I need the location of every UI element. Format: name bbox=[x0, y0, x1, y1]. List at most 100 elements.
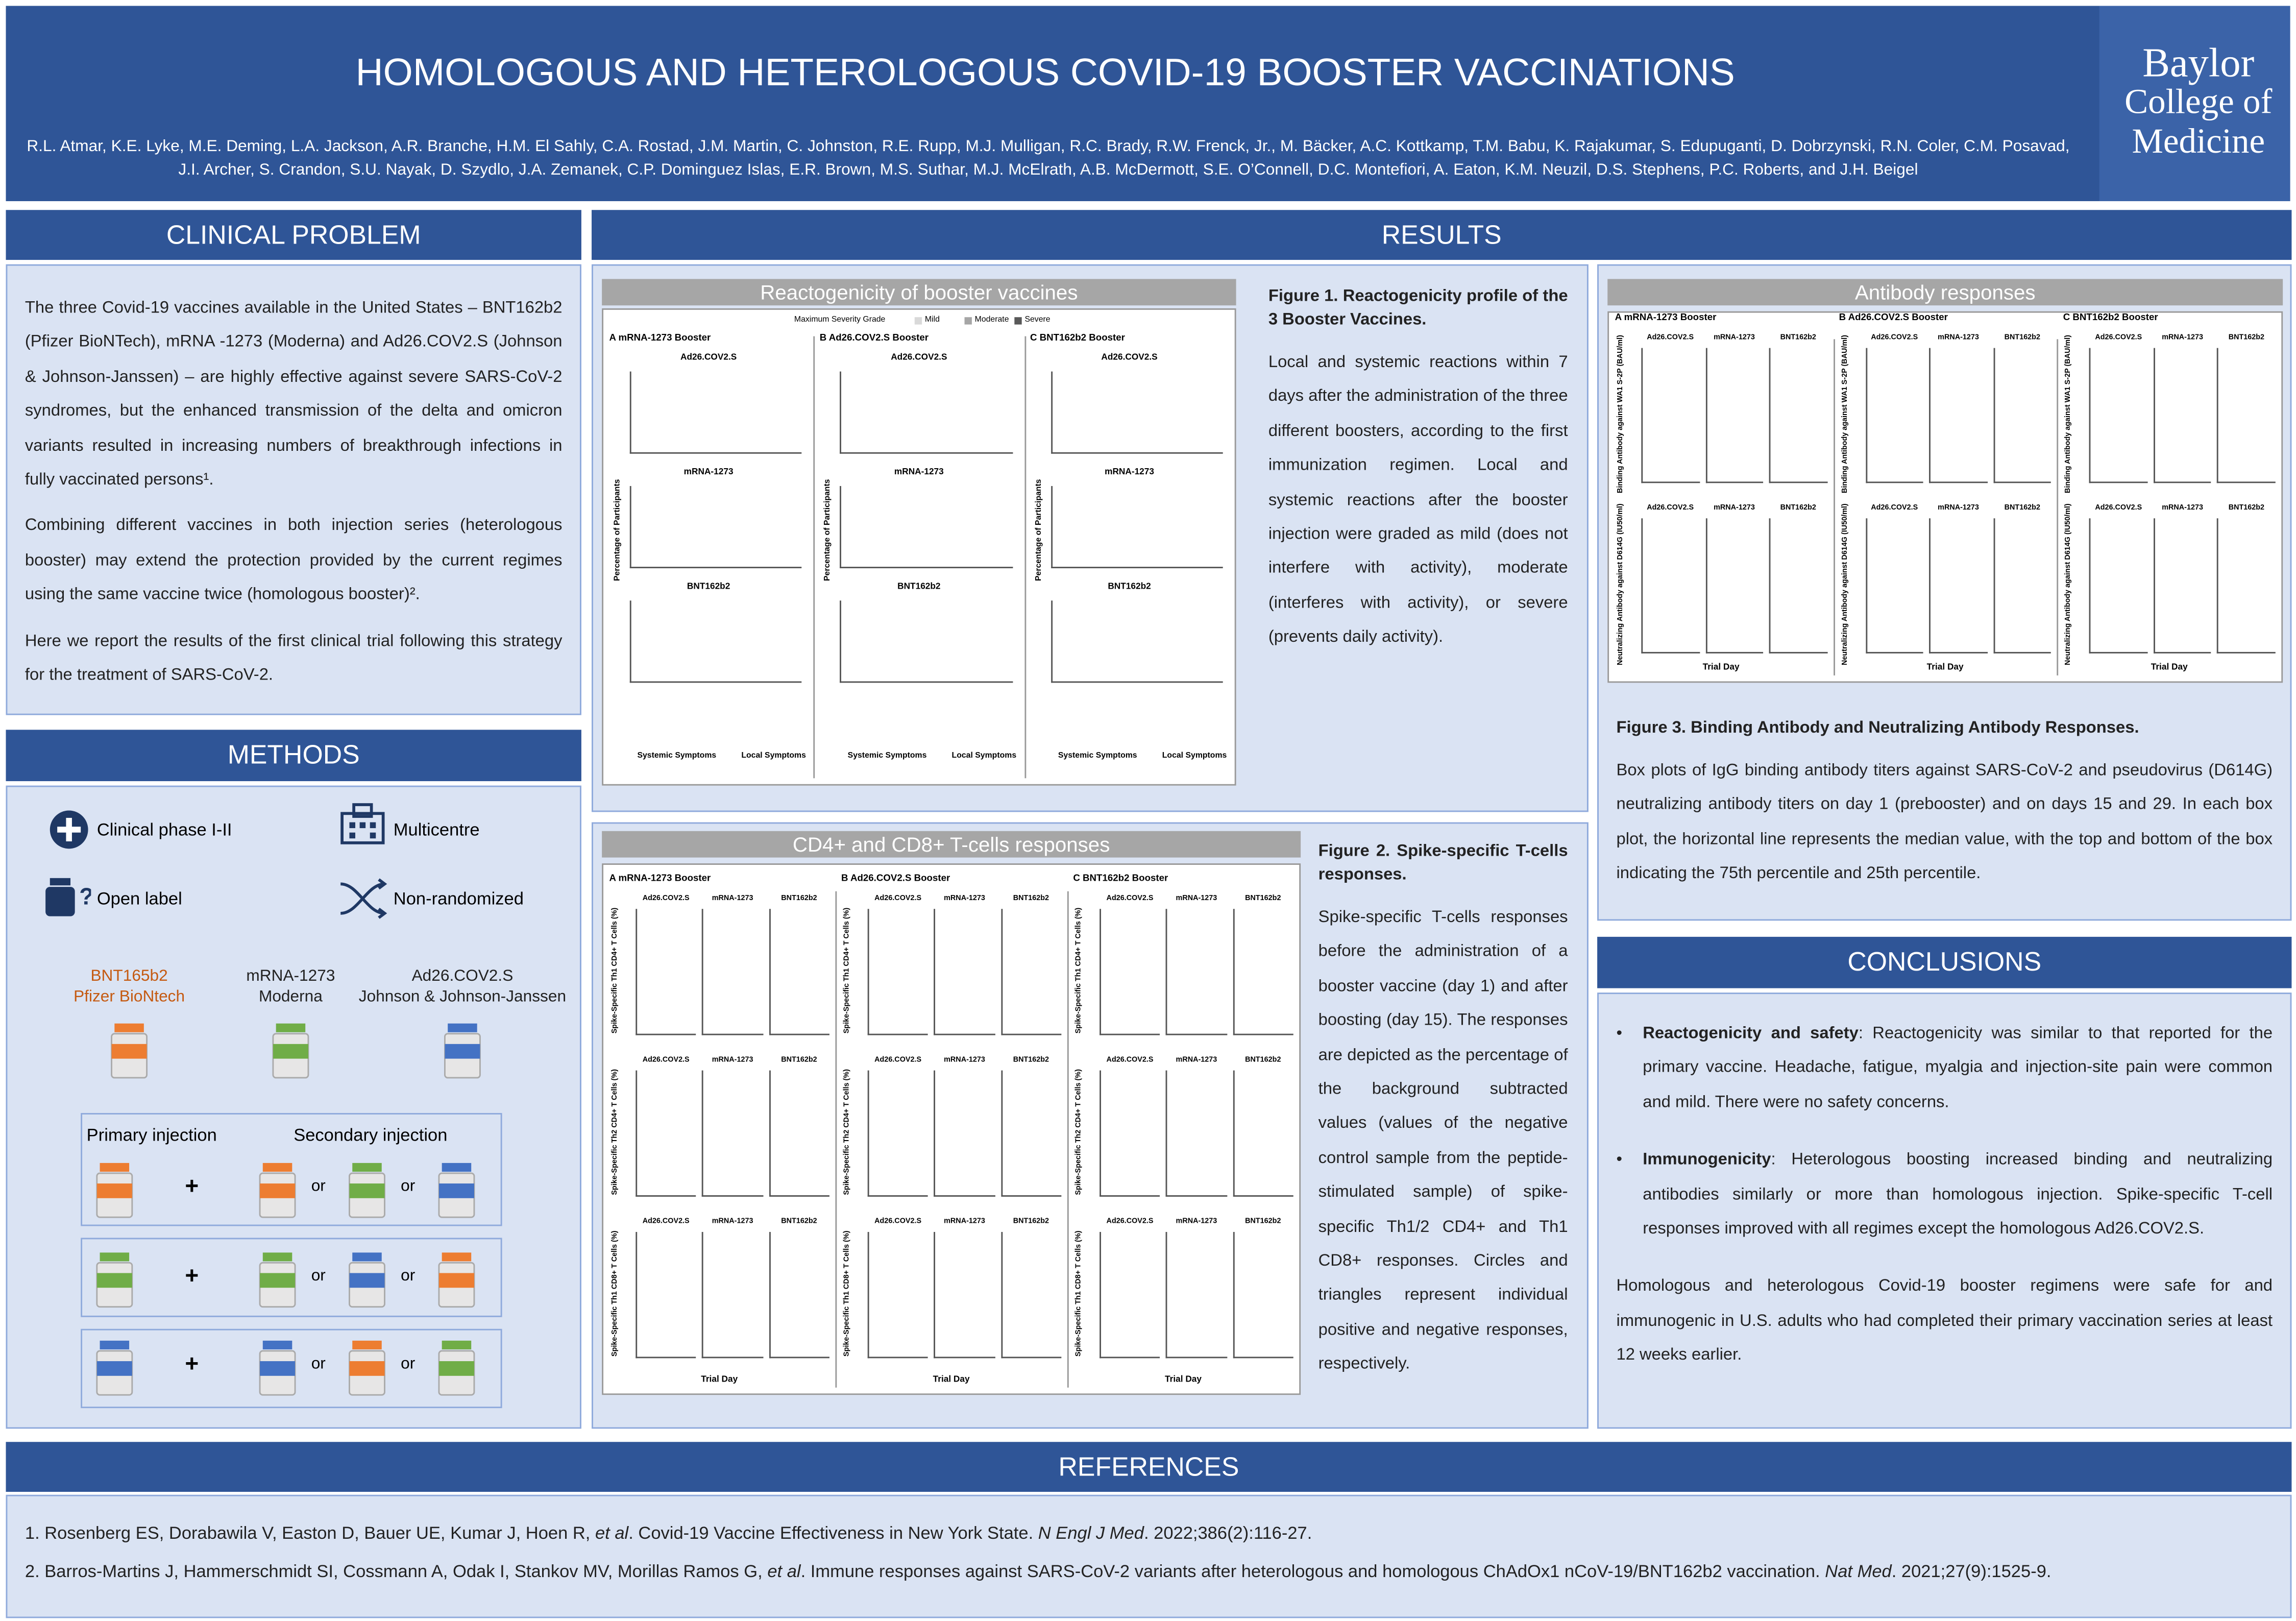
vaccine-name: mRNA-1273 bbox=[246, 967, 335, 985]
reference-part: 2. Barros-Martins J, Hammerschmidt SI, C… bbox=[25, 1561, 768, 1582]
subplot-frame bbox=[702, 1070, 763, 1197]
caption-title: Figure 3. Binding Antibody and Neutraliz… bbox=[1616, 719, 2139, 737]
subplot-title: Ad26.COV2.S bbox=[874, 1217, 922, 1226]
vial bbox=[96, 1252, 133, 1308]
panel-label: C BNT162b2 Booster bbox=[1073, 874, 1168, 884]
reference-part: 1. Rosenberg ES, Dorabawila V, Easton D,… bbox=[25, 1522, 595, 1543]
conclusions: • Reactogenicity and safety: Reactogenici… bbox=[1597, 993, 2292, 1429]
subplot-title: mRNA-1273 bbox=[1714, 503, 1755, 513]
subplot-title: mRNA-1273 bbox=[2162, 503, 2203, 513]
subplot-title: mRNA-1273 bbox=[1714, 333, 1755, 343]
section-heading: REFERENCES bbox=[6, 1442, 2292, 1492]
subplot-frame bbox=[1232, 909, 1293, 1035]
row-label: Spike-Specific Th2 CD4+ T Cells (%) bbox=[610, 1069, 620, 1195]
subplot-title: Ad26.COV2.S bbox=[874, 894, 922, 903]
label: Secondary injection bbox=[294, 1125, 448, 1146]
subplot-frame bbox=[629, 371, 802, 454]
subplot-frame bbox=[2089, 348, 2148, 483]
subplot-frame bbox=[1641, 518, 1700, 654]
header bbox=[6, 6, 2290, 202]
vial bbox=[349, 1163, 385, 1218]
panel-label: A mRNA-1273 Booster bbox=[1615, 312, 1717, 323]
section-heading: CLINICAL PROBLEM bbox=[6, 210, 581, 260]
subplot-frame bbox=[1166, 1231, 1227, 1359]
figure: A mRNA-1273 Booster Ad26.COV2.S mRNA-1273 B… bbox=[602, 863, 1301, 1395]
subplot-title: BNT162b2 bbox=[1245, 1055, 1281, 1065]
subplot-title: BNT162b2 bbox=[2228, 503, 2265, 513]
group-label: Local Symptoms bbox=[951, 752, 1017, 761]
feature: Open label bbox=[96, 888, 182, 909]
subplot-frame bbox=[1100, 909, 1160, 1035]
subplot-title: Ad26.COV2.S bbox=[1106, 894, 1154, 903]
figure: A mRNA-1273 Booster Ad26.COV2.S mRNA-1273 B… bbox=[602, 308, 1236, 786]
x-label: Trial Day bbox=[1702, 663, 1740, 673]
subplot-title: Ad26.COV2.S bbox=[1101, 354, 1158, 363]
subplot-title: mRNA-1273 bbox=[894, 468, 944, 477]
vial bbox=[438, 1340, 475, 1396]
subplot-frame bbox=[1993, 348, 2051, 483]
x-label: Trial Day bbox=[1165, 1375, 1202, 1385]
subplot-title: Ad26.COV2.S bbox=[642, 894, 690, 903]
divider bbox=[2057, 339, 2059, 675]
regimen-box bbox=[81, 1328, 502, 1409]
subplot-title: mRNA-1273 bbox=[683, 468, 734, 477]
subplot-frame bbox=[1000, 1231, 1062, 1359]
subplot-title: mRNA-1273 bbox=[1938, 333, 1979, 343]
divider bbox=[1024, 336, 1026, 779]
subplot-title: Ad26.COV2.S bbox=[2095, 333, 2142, 343]
subplot-frame bbox=[1232, 1070, 1293, 1197]
paragraph: Here we report the results of the first … bbox=[25, 632, 563, 685]
row-label: Spike-Specific Th1 CD8+ T Cells (%) bbox=[1074, 1230, 1084, 1357]
subplot-title: BNT162b2 bbox=[2004, 503, 2040, 513]
subplot-frame bbox=[934, 1231, 995, 1359]
or: or bbox=[311, 1177, 326, 1196]
subplot-frame bbox=[1641, 348, 1700, 483]
subplot-title: BNT162b2 bbox=[1013, 1055, 1049, 1065]
reference-part: . 2021;27(9):1525-9. bbox=[1891, 1561, 2051, 1582]
legend-swatch bbox=[914, 317, 922, 325]
or: or bbox=[401, 1355, 416, 1373]
plus: + bbox=[185, 1174, 199, 1200]
subplot-frame bbox=[636, 1231, 697, 1359]
subplot-frame bbox=[769, 1070, 829, 1197]
legend-swatch bbox=[1014, 317, 1022, 325]
row-label: Spike-Specific Th2 CD4+ T Cells (%) bbox=[842, 1069, 852, 1195]
subplot-title: Ad26.COV2.S bbox=[642, 1217, 690, 1226]
subplot-frame bbox=[840, 371, 1013, 454]
reference-part: N Engl J Med bbox=[1038, 1522, 1144, 1543]
subplot-frame bbox=[1100, 1231, 1160, 1359]
group-label: Systemic Symptoms bbox=[637, 752, 717, 761]
vial bbox=[259, 1252, 296, 1308]
caption-title: Figure 1. Reactogenicity profile of the … bbox=[1268, 287, 1568, 329]
subplot-frame bbox=[1705, 518, 1764, 654]
row-label: Binding Antibody against WA1 S-2P (BAU/m… bbox=[2064, 335, 2073, 494]
figure: A mRNA-1273 Booster Ad26.COV2.S mRNA-1273 B… bbox=[1607, 311, 2283, 683]
row-label: Spike-Specific Th2 CD4+ T Cells (%) bbox=[1074, 1069, 1084, 1195]
bullet-text: : Heterologous boosting increased bindin… bbox=[1643, 1151, 2273, 1238]
logo-line: Medicine bbox=[2132, 123, 2265, 162]
divider bbox=[814, 336, 816, 779]
subplot-title: Ad26.COV2.S bbox=[1871, 333, 1918, 343]
row-label: Neutralizing Antibody against D614G (IU5… bbox=[2064, 503, 2073, 666]
subplot-title: mRNA-1273 bbox=[1938, 503, 1979, 513]
logo: Baylor College of Medicine bbox=[2114, 43, 2283, 163]
bullet: • Immunogenicity: Heterologous boosting i… bbox=[1616, 1151, 2273, 1238]
or: or bbox=[401, 1177, 416, 1196]
subplot-frame bbox=[867, 909, 929, 1035]
subplot-frame bbox=[1051, 600, 1223, 683]
y-label: Percentage of Participants bbox=[614, 479, 623, 582]
group-label: Local Symptoms bbox=[1162, 752, 1227, 761]
logo-line: College of bbox=[2124, 83, 2273, 122]
subplot-title: mRNA-1273 bbox=[712, 1055, 753, 1065]
caption: Figure 3. Binding Antibody and Neutraliz… bbox=[1616, 714, 2273, 892]
vial bbox=[96, 1163, 133, 1218]
vial bbox=[349, 1252, 385, 1308]
subplot-frame bbox=[769, 909, 829, 1035]
regimen-box bbox=[81, 1113, 502, 1226]
subplot-title: BNT162b2 bbox=[897, 583, 941, 592]
figure-title: Reactogenicity of booster vaccines bbox=[602, 279, 1236, 306]
panel-label: C BNT162b2 Booster bbox=[2063, 312, 2158, 323]
caption-text: Local and systemic reactions within 7 da… bbox=[1268, 354, 1568, 647]
paragraph: The three Covid-19 vaccines available in… bbox=[25, 299, 563, 489]
reference-part: et al bbox=[767, 1561, 801, 1582]
